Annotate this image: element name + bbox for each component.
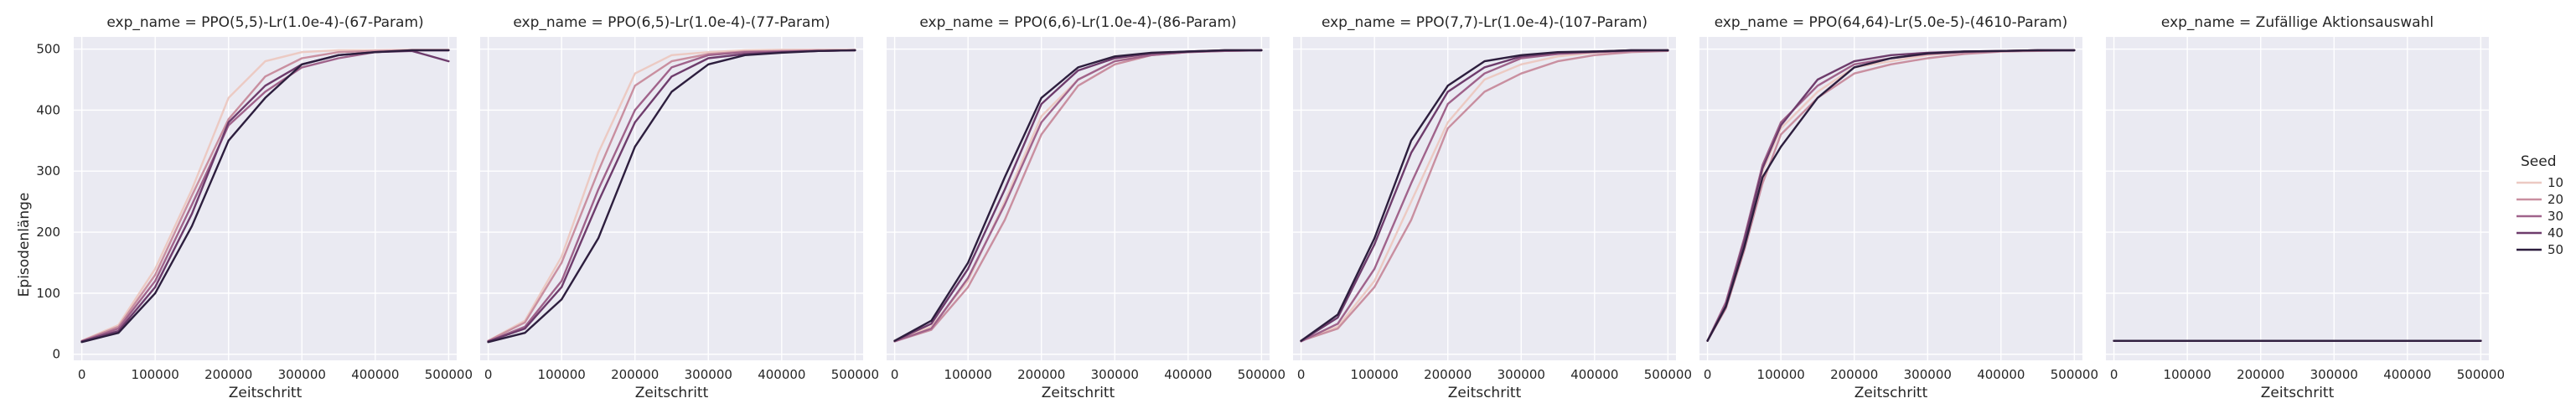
x-tick-label: 100000: [1351, 367, 1399, 382]
x-tick-label: 100000: [944, 367, 992, 382]
y-tick-label: 300: [36, 163, 60, 178]
x-tick-label: 400000: [758, 367, 805, 382]
series-line-seed-50: [893, 49, 1263, 342]
x-tick-label: 0: [1704, 367, 1712, 382]
gridlines: [2106, 37, 2489, 360]
x-tick-label: 200000: [611, 367, 659, 382]
panel-title: exp_name = PPO(6,5)-Lr(1.0e-4)-(77-Param…: [513, 14, 830, 31]
y-tick-label: 200: [36, 225, 60, 240]
x-tick-label: 0: [2110, 367, 2118, 382]
chart-panel-1: exp_name = PPO(5,5)-Lr(1.0e-4)-(67-Param…: [36, 14, 473, 401]
x-tick-label: 100000: [1757, 367, 1805, 382]
series-line-seed-50: [487, 49, 856, 344]
x-axis-label: Zeitschritt: [635, 385, 709, 401]
legend-entry-20: 20: [2517, 192, 2563, 207]
x-tick-label: 0: [891, 367, 899, 382]
x-tick-label: 500000: [1238, 367, 1285, 382]
x-tick-label: 300000: [1091, 367, 1139, 382]
x-axis-label: Zeitschritt: [1042, 385, 1115, 401]
x-tick-label: 500000: [2051, 367, 2098, 382]
chart-panel-2: exp_name = PPO(6,5)-Lr(1.0e-4)-(77-Param…: [480, 14, 879, 401]
panel-title: exp_name = PPO(5,5)-Lr(1.0e-4)-(67-Param…: [106, 14, 423, 31]
y-axis-label: Episodenlänge: [16, 193, 33, 297]
y-tick-label: 400: [36, 102, 60, 117]
x-axis-label: Zeitschritt: [1448, 385, 1522, 401]
panel-background: [2106, 37, 2489, 360]
chart-panel-4: exp_name = PPO(7,7)-Lr(1.0e-4)-(107-Para…: [1293, 14, 1692, 401]
x-tick-label: 100000: [538, 367, 586, 382]
chart-panel-3: exp_name = PPO(6,6)-Lr(1.0e-4)-(86-Param…: [887, 14, 1285, 401]
legend-label: 40: [2548, 225, 2563, 241]
x-tick-label: 300000: [2310, 367, 2358, 382]
x-tick-label: 100000: [132, 367, 179, 382]
gridlines: [74, 37, 457, 360]
x-tick-label: 400000: [1977, 367, 2025, 382]
gridlines: [1293, 37, 1676, 360]
y-tick-label: 100: [36, 286, 60, 301]
legend-label: 20: [2548, 192, 2563, 207]
x-tick-label: 400000: [2383, 367, 2431, 382]
x-tick-label: 400000: [351, 367, 399, 382]
panel-title: exp_name = PPO(7,7)-Lr(1.0e-4)-(107-Para…: [1322, 14, 1648, 31]
x-tick-label: 0: [78, 367, 86, 382]
x-tick-label: 300000: [1497, 367, 1545, 382]
x-tick-label: 200000: [204, 367, 252, 382]
legend-entry-50: 50: [2517, 242, 2563, 257]
x-tick-label: 400000: [1570, 367, 1618, 382]
x-tick-label: 300000: [685, 367, 732, 382]
x-tick-label: 500000: [425, 367, 473, 382]
x-tick-label: 500000: [1644, 367, 1692, 382]
x-tick-label: 200000: [1017, 367, 1065, 382]
gridlines: [887, 37, 1270, 360]
series-line-seed-50: [1706, 49, 2076, 342]
x-axis-label: Zeitschritt: [2261, 385, 2335, 401]
legend-label: 30: [2548, 209, 2563, 224]
series-line-seed-50: [80, 49, 450, 344]
chart-panel-6: exp_name = Zufällige Aktionsauswahl 0 1000…: [2106, 14, 2505, 401]
x-tick-label: 200000: [1424, 367, 1472, 382]
x-tick-label: 300000: [1904, 367, 1952, 382]
chart-panel-5: exp_name = PPO(64,64)-Lr(5.0e-5)-(4610-P…: [1699, 14, 2098, 401]
panel-title: exp_name = Zufällige Aktionsauswahl: [2161, 14, 2434, 31]
legend-title: Seed: [2521, 153, 2557, 170]
series-line-seed-50: [1300, 49, 1669, 342]
legend-label: 10: [2548, 175, 2563, 190]
x-tick-label: 200000: [2237, 367, 2284, 382]
y-tick-label: 500: [36, 42, 60, 57]
y-tick-label: 0: [52, 347, 60, 362]
panel-background: [1699, 37, 2082, 360]
x-tick-label: 300000: [278, 367, 326, 382]
chart-panels: exp_name = PPO(5,5)-Lr(1.0e-4)-(67-Param…: [36, 14, 2505, 401]
x-tick-label: 100000: [2164, 367, 2211, 382]
series-line-seed-10: [487, 49, 856, 342]
legend-entry-40: 40: [2517, 225, 2563, 241]
x-tick-label: 500000: [831, 367, 879, 382]
x-tick-label: 500000: [2457, 367, 2505, 382]
panel-title: exp_name = PPO(6,6)-Lr(1.0e-4)-(86-Param…: [919, 14, 1236, 31]
x-tick-label: 0: [484, 367, 493, 382]
series-line-seed-20: [1300, 49, 1669, 342]
x-tick-label: 400000: [1164, 367, 1212, 382]
panel-title: exp_name = PPO(64,64)-Lr(5.0e-5)-(4610-P…: [1715, 14, 2068, 31]
x-tick-label: 0: [1297, 367, 1306, 382]
legend-label: 50: [2548, 242, 2563, 257]
x-axis-label: Zeitschritt: [229, 385, 303, 401]
x-axis-label: Zeitschritt: [1854, 385, 1928, 401]
x-tick-label: 200000: [1830, 367, 1878, 382]
legend-entry-30: 30: [2517, 209, 2563, 224]
legend-entry-10: 10: [2517, 175, 2563, 190]
